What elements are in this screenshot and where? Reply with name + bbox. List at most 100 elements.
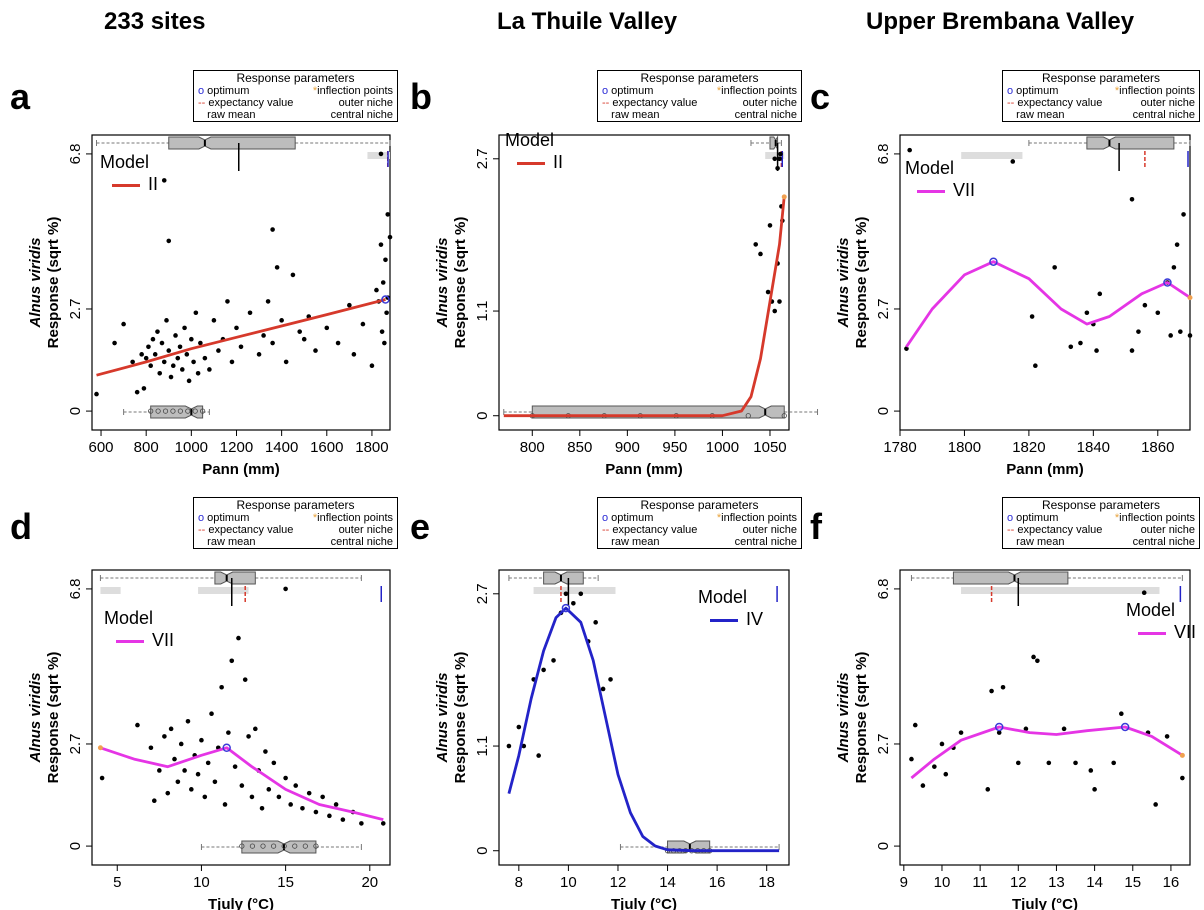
- x-tick-label: 10: [193, 874, 210, 891]
- data-point: [229, 359, 235, 365]
- x-axis-label: Tjuly (°C): [611, 896, 677, 910]
- model-legend-entry: VII: [1138, 622, 1196, 643]
- y-tick-label: 0: [67, 407, 84, 415]
- data-point: [775, 166, 780, 171]
- data-point: [506, 743, 512, 749]
- optimum-marker: [989, 257, 998, 266]
- legend-response-parameters: Response parameters o optimum *inflection …: [597, 70, 802, 122]
- x-tick-label: 18: [758, 874, 775, 891]
- y-tick-label: 0: [474, 412, 491, 420]
- model-legend-line: [710, 618, 738, 622]
- y-axis-response-label: Response (sqrt %): [45, 652, 62, 784]
- boxplot-absence: [241, 840, 317, 854]
- x-tick-label: 15: [1124, 874, 1141, 891]
- model-legend-line: [1138, 631, 1166, 635]
- model-legend-code: VII: [152, 630, 175, 650]
- data-point: [219, 684, 224, 690]
- data-point: [320, 794, 325, 800]
- data-point: [387, 234, 393, 240]
- data-point: [306, 790, 312, 796]
- legend-central: central niche: [330, 109, 393, 121]
- data-point: [242, 677, 248, 682]
- chart-svg-e: 8 10 12 14 16 18 0 1.1 2.7 Tjuly (°C) Alnus viridi…: [434, 569, 790, 910]
- column-title-2: La Thuile Valley: [497, 8, 678, 35]
- data-point: [1142, 302, 1148, 308]
- data-point: [1092, 787, 1097, 792]
- data-point: [378, 242, 384, 247]
- data-point: [1023, 726, 1029, 732]
- panel-letter-b: b: [410, 76, 432, 117]
- x-tick-label: 16: [1163, 874, 1180, 891]
- data-point: [1084, 310, 1090, 316]
- legend-response-parameters: Response parameters o optimum *inflection …: [1002, 497, 1200, 549]
- legend-optimum: o optimum: [602, 85, 654, 97]
- legend-inflection: *inflection points: [716, 512, 797, 524]
- x-tick-label: 950: [662, 439, 687, 456]
- model-legend-word: Model: [905, 158, 955, 178]
- x-tick-label: 1400: [265, 439, 298, 456]
- data-point: [1073, 760, 1078, 766]
- data-point: [385, 212, 391, 217]
- data-point: [1187, 333, 1193, 338]
- data-point: [1097, 291, 1103, 297]
- data-point: [765, 289, 771, 295]
- data-point: [226, 730, 231, 735]
- legend-raw: raw mean: [198, 109, 256, 121]
- data-point: [909, 756, 914, 762]
- inflection-marker: [97, 745, 103, 751]
- data-point: [238, 344, 244, 350]
- legend-title: Response parameters: [236, 498, 355, 512]
- boxplot-presence: [543, 571, 584, 585]
- data-point: [256, 352, 262, 357]
- legend-response-parameters: Response parameters o optimum *inflection …: [193, 70, 398, 122]
- boxplot-presence: [952, 571, 1069, 585]
- data-point: [99, 775, 105, 781]
- model-legend-code: IV: [746, 609, 764, 629]
- data-point: [270, 340, 275, 346]
- legend-raw: raw mean: [1007, 109, 1065, 121]
- data-point: [236, 635, 241, 641]
- data-point: [1046, 760, 1052, 766]
- x-tick-label: 800: [134, 439, 159, 456]
- y-tick-label: 0: [875, 407, 892, 415]
- legend-optimum: o optimum: [1007, 512, 1059, 524]
- data-point: [234, 325, 239, 331]
- data-point: [1078, 340, 1083, 346]
- x-tick-label: 10: [934, 874, 951, 891]
- data-point: [141, 386, 147, 391]
- data-point: [271, 760, 277, 766]
- legend-title: Response parameters: [640, 498, 759, 512]
- plot-frame: [899, 134, 1191, 431]
- chart-svg-a: 600 800 1000 1200 1400 1600 1800 0 2.7 6.8 Pann (m…: [27, 134, 393, 478]
- data-point: [259, 805, 265, 811]
- legend-response-parameters: Response parameters o optimum *inflection …: [193, 497, 398, 549]
- data-point: [369, 363, 375, 369]
- x-tick-label: 16: [709, 874, 726, 891]
- data-point: [563, 591, 569, 597]
- x-tick-label: 1800: [355, 439, 388, 456]
- model-legend-line: [517, 161, 545, 165]
- model-legend-word: Model: [505, 130, 555, 150]
- data-point: [276, 794, 282, 800]
- absence-point: [239, 843, 245, 849]
- absence-point: [170, 408, 176, 414]
- data-point: [249, 794, 255, 800]
- data-point: [1168, 333, 1173, 338]
- data-point: [989, 688, 994, 694]
- model-legend-word: Model: [104, 608, 154, 628]
- legend-outer: outer niche: [1140, 524, 1195, 536]
- data-point: [130, 359, 135, 365]
- data-point: [166, 238, 172, 244]
- model-legend-line: [116, 639, 144, 643]
- data-point: [274, 265, 280, 270]
- data-point: [1000, 684, 1006, 690]
- data-point: [191, 359, 196, 365]
- data-point: [168, 726, 174, 732]
- data-point: [175, 779, 181, 785]
- y-tick-label: 1.1: [474, 736, 491, 757]
- data-point: [164, 318, 169, 323]
- legend-expectancy: -- expectancy value: [602, 524, 698, 536]
- data-point: [907, 147, 912, 153]
- data-point: [382, 340, 387, 346]
- optimum-marker: [222, 743, 231, 753]
